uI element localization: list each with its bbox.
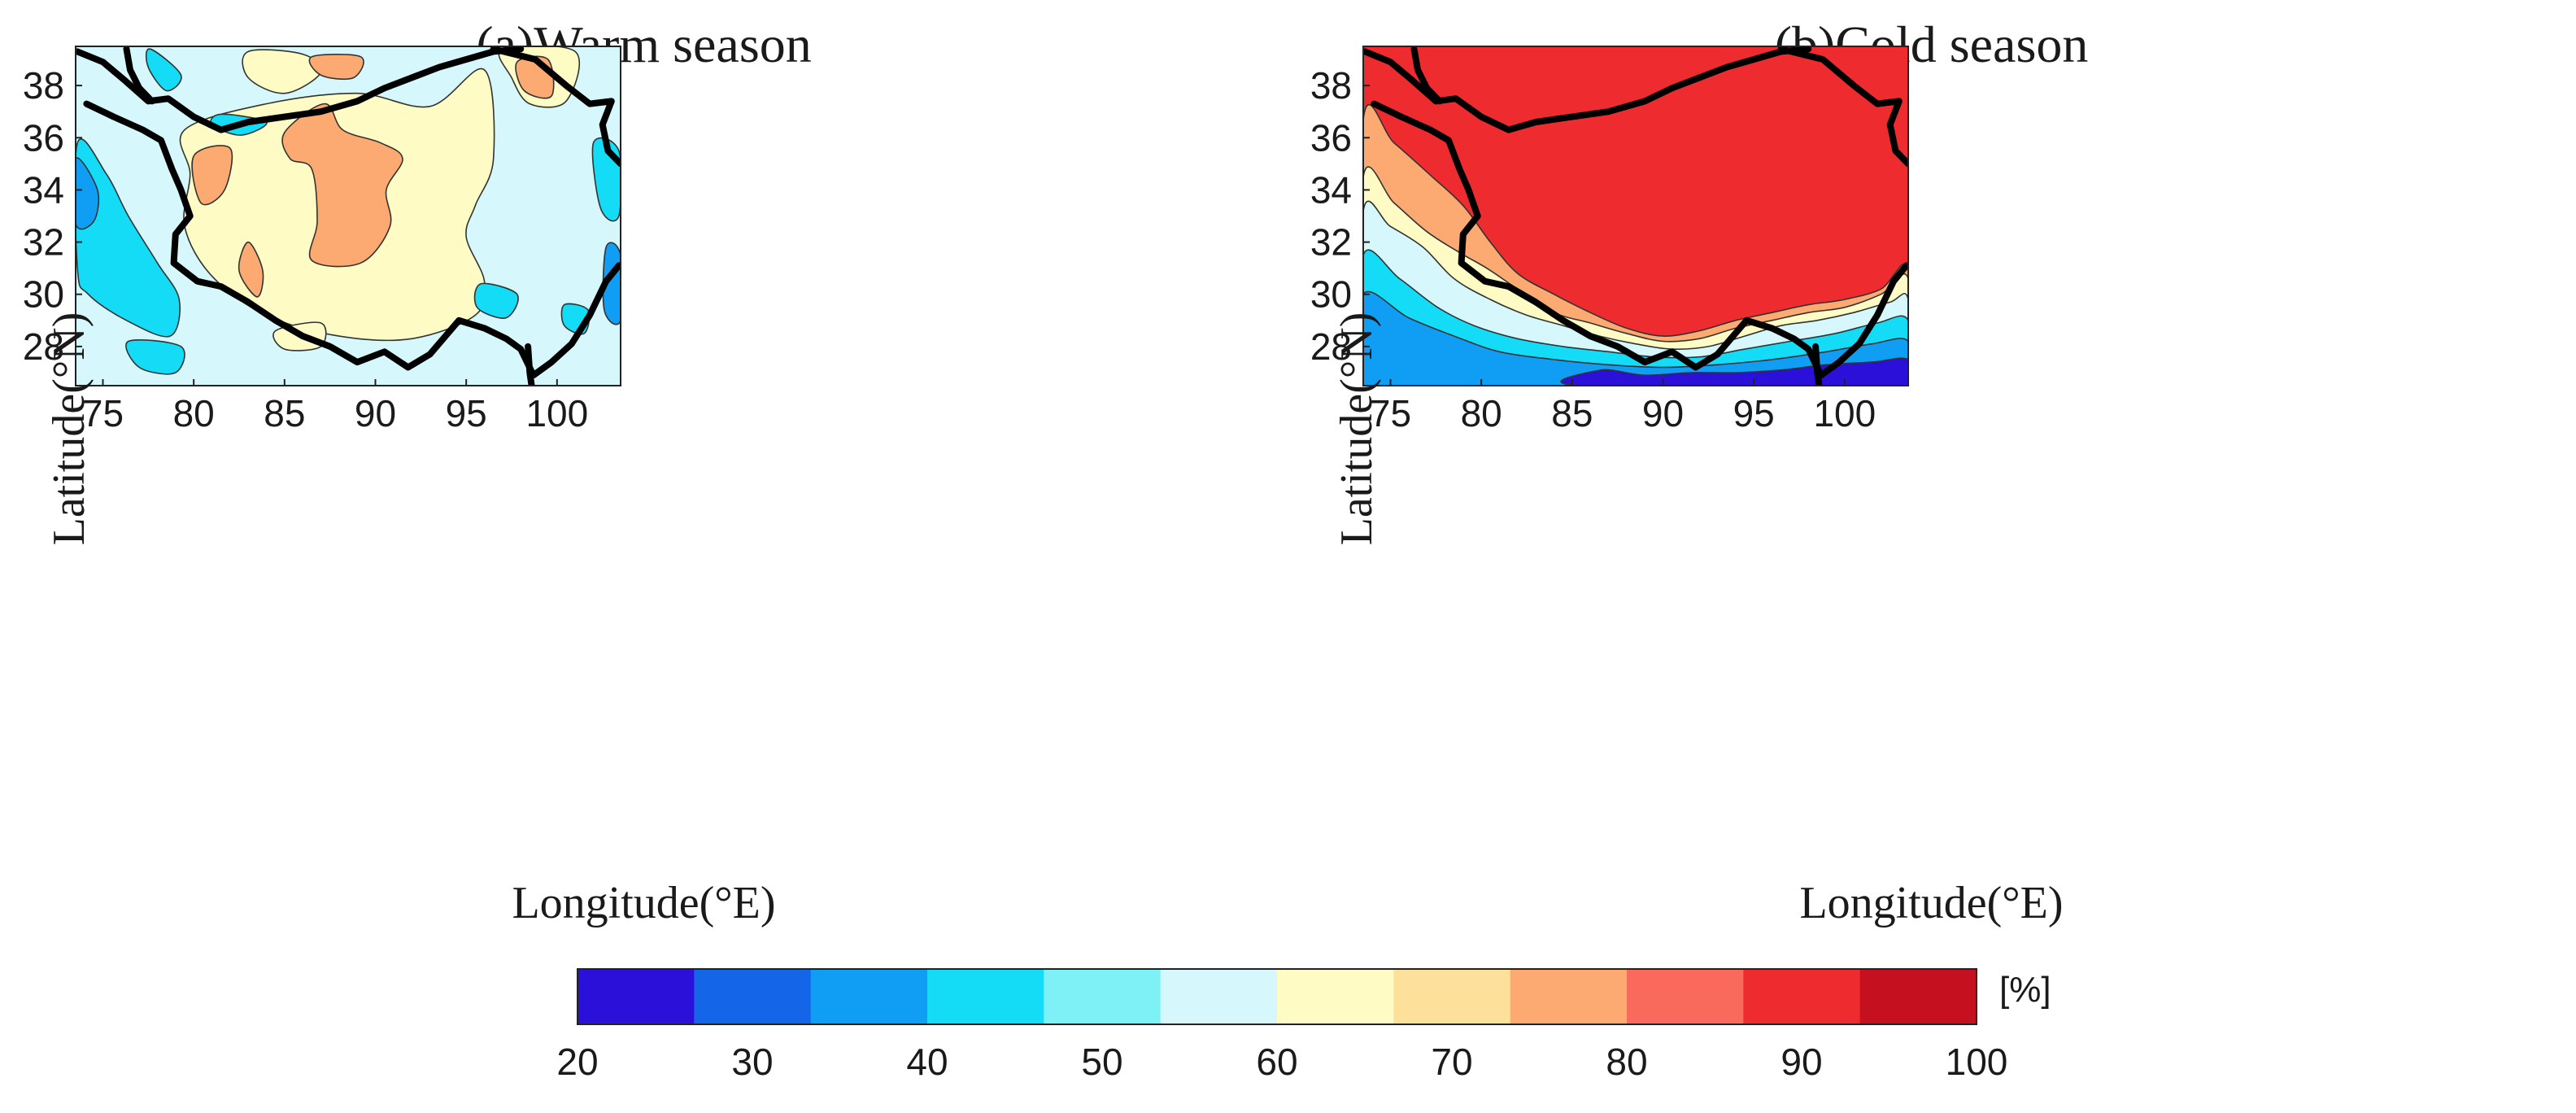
map-plot-area [75, 46, 621, 386]
colorbar-swatch [1277, 969, 1394, 1024]
x-tick-label: 95 [1733, 392, 1775, 434]
contour-region [145, 48, 182, 92]
y-tick-label: 28 [23, 325, 64, 368]
x-axis-label: Longitude(°E) [512, 878, 776, 928]
colorbar-tick-label: 90 [1781, 1041, 1822, 1083]
contour-region [125, 339, 185, 375]
contour-region [76, 138, 181, 338]
y-axis-ticks: 38 36 34 32 30 28 [1310, 64, 1370, 368]
colorbar-swatch [578, 969, 695, 1024]
plateau-border-line [1410, 46, 1443, 105]
map-frame [1362, 46, 1909, 386]
colorbar-swatch [1044, 969, 1162, 1024]
colorbar-swatch [694, 969, 812, 1024]
colorbar-tick-label: 70 [1431, 1041, 1472, 1083]
colorbar-unit-label: [%] [1999, 970, 2051, 1010]
map-plot-area [1362, 46, 1909, 386]
y-tick-label: 38 [23, 64, 64, 107]
x-tick-label: 100 [1813, 392, 1876, 434]
contour-region [191, 145, 233, 206]
y-tick-label: 34 [23, 168, 64, 211]
border-lines [76, 46, 621, 386]
contour-region [1363, 290, 1908, 386]
colorbar-swatch [1859, 969, 1977, 1024]
x-axis-label: Longitude(°E) [1799, 878, 2064, 928]
colorbar-swatches [578, 969, 1977, 1024]
colorbar-swatch [1510, 969, 1628, 1024]
plateau-border-line [1812, 343, 1823, 386]
colorbar-tick-label: 40 [906, 1041, 948, 1083]
x-tick-label: 85 [264, 392, 305, 434]
y-tick-label: 36 [23, 116, 64, 159]
colorbar: 20 30 40 50 60 70 80 90 100 [556, 968, 2007, 1083]
y-tick-label: 38 [1310, 64, 1352, 107]
colorbar-tick-label: 50 [1081, 1041, 1122, 1083]
colorbar-tick-label: 30 [731, 1041, 773, 1083]
y-tick-label: 30 [1310, 273, 1352, 316]
x-tick-label: 100 [525, 392, 588, 434]
panel-cold-season: (b)Cold season 75 80 85 90 95 100 38 36 34 32 30 2… [1288, 0, 2575, 960]
x-tick-label: 90 [1642, 392, 1684, 434]
colorbar-swatch [1393, 969, 1511, 1024]
x-tick-label: 90 [355, 392, 396, 434]
colorbar-swatch [1743, 969, 1861, 1024]
y-axis-label: Latitude(°N) [44, 312, 94, 546]
contour-fills [76, 46, 621, 375]
contour-region [242, 49, 323, 94]
plateau-border-line [123, 46, 155, 105]
colorbar-tick-label: 60 [1256, 1041, 1297, 1083]
plateau-border-line [1371, 100, 1908, 379]
contour-region [308, 54, 364, 81]
plateau-border-line [76, 46, 525, 133]
colorbar-swatch [927, 969, 1044, 1024]
plateau-border-line [1777, 46, 1908, 168]
colorbar-tick-labels: 20 30 40 50 60 70 80 90 100 [556, 1041, 2007, 1083]
x-tick-label: 75 [82, 392, 124, 434]
contour-region [238, 241, 264, 298]
y-axis-label: Latitude(°N) [1332, 312, 1382, 546]
x-tick-label: 95 [446, 392, 487, 434]
y-tick-label: 32 [23, 221, 64, 264]
contour-region [281, 103, 403, 268]
colorbar-tick-label: 100 [1946, 1041, 2008, 1083]
y-tick-label: 30 [23, 273, 64, 316]
border-lines [1363, 46, 1908, 386]
y-tick-label: 34 [1310, 168, 1352, 211]
y-tick-label: 36 [1310, 116, 1352, 159]
plateau-border-line [490, 46, 621, 168]
colorbar-frame [577, 968, 1977, 1025]
colorbar-swatch [810, 969, 928, 1024]
colorbar-tick-label: 20 [556, 1041, 598, 1083]
y-tick-label: 32 [1310, 221, 1352, 264]
plateau-border-line [83, 100, 621, 379]
x-tick-label: 75 [1370, 392, 1411, 434]
x-tick-label: 80 [1461, 392, 1502, 434]
map-frame [75, 46, 621, 386]
colorbar-swatch [1160, 969, 1278, 1024]
y-axis-ticks: 38 36 34 32 30 28 [23, 64, 82, 368]
colorbar-swatch [1627, 969, 1744, 1024]
y-tick-label: 28 [1310, 325, 1352, 368]
x-axis-ticks: 75 80 85 90 95 100 [1370, 379, 1876, 434]
x-tick-label: 85 [1551, 392, 1593, 434]
plateau-border-line [1363, 46, 1812, 133]
panel-warm-season: (a)Warm season 75 80 85 90 95 100 38 36 34 32 30 2… [0, 0, 1288, 960]
map-warm-season: 75 80 85 90 95 100 38 36 34 32 30 28 [23, 46, 621, 434]
x-tick-label: 80 [173, 392, 215, 434]
colorbar-tick-label: 80 [1606, 1041, 1647, 1083]
map-cold-season: 75 80 85 90 95 100 38 36 34 32 30 28 [1310, 46, 1909, 434]
x-axis-ticks: 75 80 85 90 95 100 [82, 379, 588, 434]
contour-region [76, 157, 100, 230]
plateau-border-line [525, 343, 535, 386]
contour-region [473, 282, 519, 319]
